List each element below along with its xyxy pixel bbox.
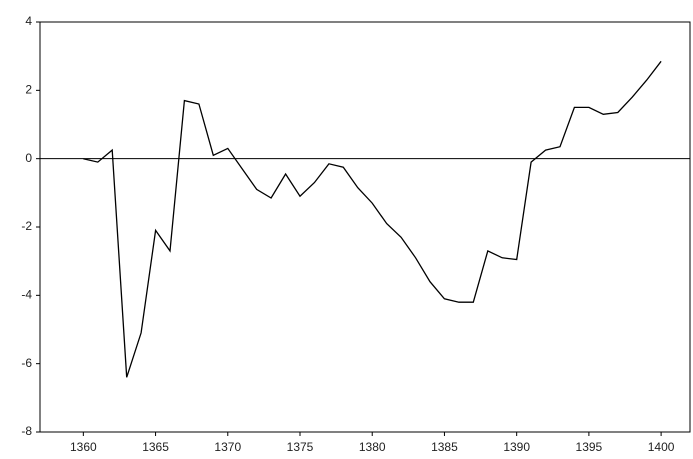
y-tick-label: -4 [21,288,32,302]
x-tick-label: 1385 [431,440,458,454]
data-line [83,60,662,378]
x-tick-label: 1380 [359,440,386,454]
x-tick-label: 1365 [142,440,169,454]
plot-frame [39,21,691,433]
x-tick-label: 1395 [576,440,603,454]
x-tick-label: 1360 [70,440,97,454]
y-tick-label: -2 [21,219,32,233]
x-tick-label: 1390 [503,440,530,454]
y-tick-label: 2 [25,83,32,97]
y-tick-label: 0 [25,151,32,165]
y-tick-label: -8 [21,424,32,438]
x-tick-label: 1400 [648,440,675,454]
y-tick-label: 4 [25,14,32,28]
y-tick-label: -6 [21,356,32,370]
x-tick-label: 1375 [287,440,314,454]
x-tick-label: 1370 [214,440,241,454]
